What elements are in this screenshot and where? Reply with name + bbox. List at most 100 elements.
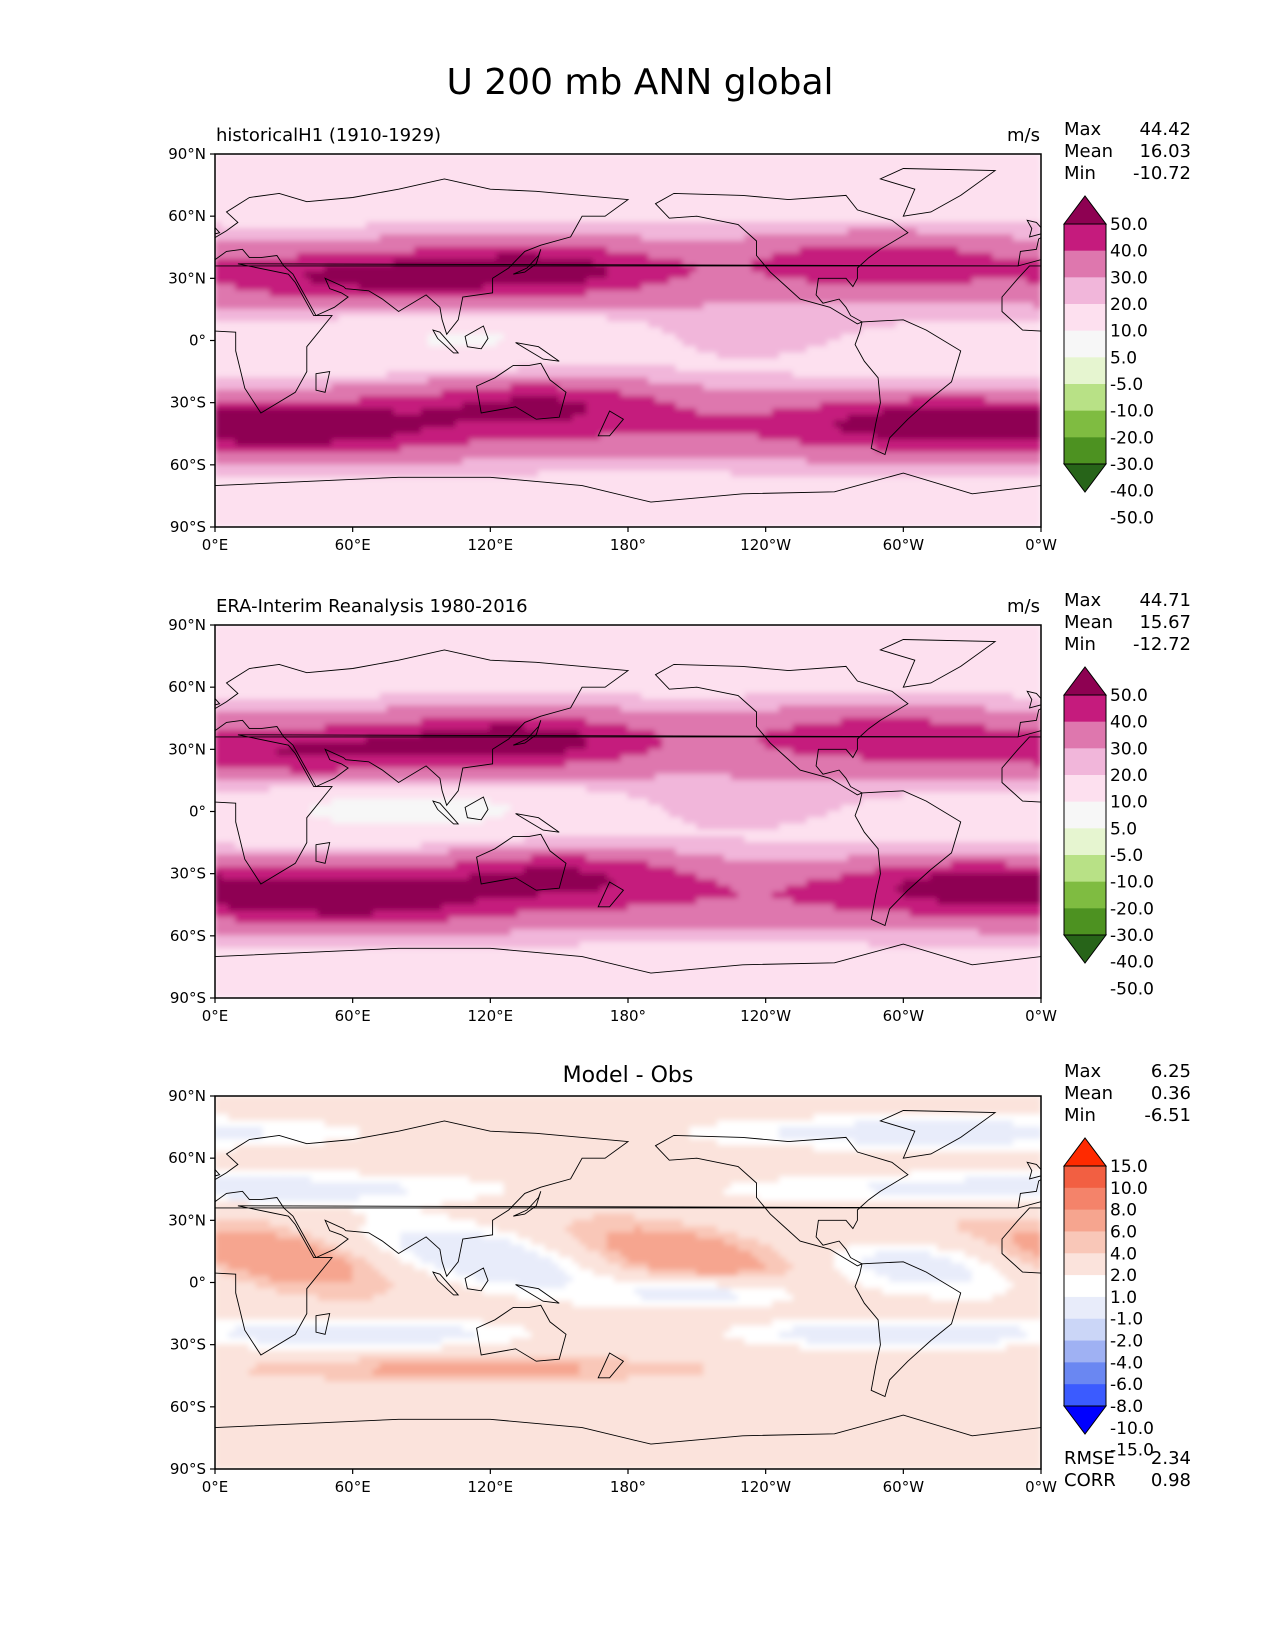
field-cell	[359, 154, 367, 161]
field-cell	[613, 389, 622, 397]
field-cell	[957, 321, 966, 329]
field-cell	[215, 383, 223, 391]
field-cell	[909, 159, 918, 167]
field-cell	[882, 327, 891, 335]
field-cell	[716, 302, 725, 310]
field-cell	[421, 389, 429, 397]
field-cell	[627, 402, 636, 410]
field-cell	[806, 302, 815, 310]
field-cell	[565, 358, 574, 366]
field-cell	[531, 302, 540, 310]
field-cell	[1019, 228, 1028, 236]
field-cell	[469, 172, 478, 180]
field-cell	[338, 371, 347, 379]
field-cell	[379, 154, 388, 161]
field-cell	[276, 383, 285, 391]
field-cell	[985, 284, 994, 292]
field-cell	[682, 296, 691, 304]
field-cell	[448, 340, 457, 348]
field-cell	[765, 178, 774, 186]
field-cell	[730, 284, 739, 292]
field-cell	[999, 190, 1008, 199]
field-cell	[882, 284, 891, 292]
field-cell	[586, 302, 595, 310]
field-cell	[303, 154, 312, 161]
field-cell	[716, 221, 725, 230]
field-cell	[840, 284, 849, 292]
field-cell	[668, 271, 677, 279]
field-cell	[613, 154, 622, 161]
field-cell	[703, 321, 712, 329]
field-cell	[834, 371, 842, 379]
field-cell	[661, 321, 670, 329]
field-cell	[599, 154, 608, 161]
field-cell	[634, 333, 643, 341]
field-cell	[276, 184, 285, 192]
field-cell	[586, 159, 595, 167]
field-cell	[641, 364, 650, 373]
field-cell	[820, 215, 829, 223]
field-cell	[854, 383, 863, 391]
field-cell	[248, 197, 257, 205]
field-cell	[716, 327, 725, 335]
field-cell	[834, 284, 842, 292]
field-cell	[248, 395, 257, 404]
field-cell	[875, 228, 884, 236]
field-cell	[324, 240, 333, 248]
field-cell	[345, 389, 354, 397]
field-cell	[496, 159, 505, 167]
field-cell	[710, 259, 718, 267]
field-cell	[1012, 221, 1021, 230]
field-cell	[586, 154, 595, 161]
field-cell	[496, 395, 505, 404]
field-cell	[964, 308, 973, 317]
field-cell	[923, 197, 932, 205]
field-cell	[861, 154, 870, 161]
field-cell	[228, 346, 237, 354]
field-cell	[606, 377, 615, 385]
field-cell	[517, 252, 526, 261]
field-cell	[909, 203, 918, 211]
field-cell	[930, 234, 939, 242]
field-cell	[407, 315, 416, 323]
field-cell	[544, 333, 553, 341]
field-cell	[414, 402, 422, 410]
field-cell	[531, 327, 540, 335]
field-cell	[882, 352, 891, 360]
field-cell	[482, 277, 491, 286]
field-cell	[379, 408, 388, 416]
field-cell	[1019, 259, 1028, 267]
field-cell	[882, 221, 891, 230]
field-cell	[875, 352, 884, 360]
field-cell	[586, 383, 595, 391]
field-cell	[448, 234, 457, 242]
field-cell	[751, 333, 760, 341]
field-cell	[359, 277, 367, 286]
field-cell	[641, 346, 650, 354]
field-cell	[964, 271, 973, 279]
field-cell	[730, 296, 739, 304]
field-cell	[544, 402, 553, 410]
field-cell	[565, 203, 574, 211]
field-cell	[813, 333, 822, 341]
field-cell	[820, 377, 829, 385]
field-cell	[276, 333, 285, 341]
field-cell	[586, 172, 595, 180]
field-cell	[716, 296, 725, 304]
field-cell	[372, 284, 381, 292]
field-cell	[778, 190, 787, 199]
field-cell	[365, 221, 374, 230]
field-cell	[902, 271, 911, 279]
field-cell	[999, 197, 1008, 205]
field-cell	[751, 209, 760, 217]
field-cell	[916, 315, 925, 323]
field-cell	[476, 327, 484, 335]
field-cell	[215, 290, 223, 298]
field-cell	[730, 265, 739, 273]
field-cell	[716, 203, 725, 211]
field-cell	[551, 389, 560, 397]
field-cell	[248, 234, 257, 242]
field-cell	[1033, 302, 1041, 310]
field-cell	[882, 228, 891, 236]
field-cell	[1006, 277, 1014, 286]
